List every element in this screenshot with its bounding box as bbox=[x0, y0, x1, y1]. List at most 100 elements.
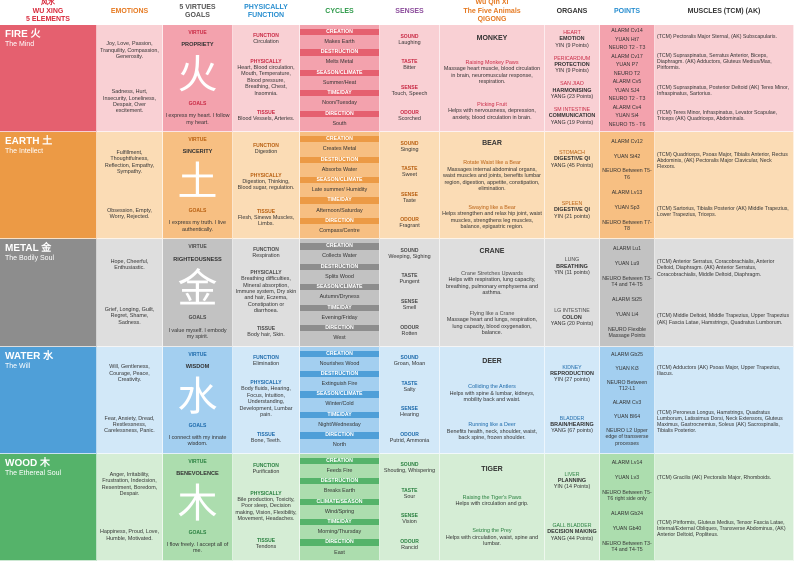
header-text: 5 ELEMENTS bbox=[26, 16, 70, 24]
sense-label: SOUND bbox=[400, 462, 419, 469]
virtue-text: VIRTUE bbox=[188, 137, 207, 144]
element-name: WOOD 木 bbox=[5, 457, 50, 469]
point: NEURO Between T5-T6 bbox=[602, 168, 652, 181]
organ-text: DIGESTIVE QI bbox=[554, 156, 590, 163]
organ: STOMACH DIGESTIVE QI YANG (45 Points) bbox=[547, 150, 597, 169]
point: ALARM Cv14 bbox=[611, 28, 643, 35]
emotion-text: Sadness, Hurt, Insecurity, Loneliness, D… bbox=[103, 89, 156, 115]
organ-text: STOMACH bbox=[559, 150, 585, 157]
function-text: Blood Vessels, Arteries. bbox=[237, 116, 295, 123]
senses-cell: SOUND Groan, Moan TASTE Salty SENSE Hearing OD… bbox=[380, 346, 440, 454]
exercise-text: Massages internal abdominal organs, wais… bbox=[443, 166, 541, 193]
emotion-text: Happiness, Proud, Love, Humble, Motivate… bbox=[99, 529, 160, 542]
sense-item: TASTE Sweet bbox=[382, 166, 437, 178]
muscle-text: (TCM) Middle Deltoid, Middle Trapezius, … bbox=[657, 313, 790, 326]
organ: SM INTESTINE COMMUNICATION YANG (19 Points… bbox=[547, 107, 597, 126]
organ-text: YANG (45 Points) bbox=[550, 162, 594, 169]
function-text: Circulation bbox=[253, 39, 279, 46]
virtue-text: 金 bbox=[177, 266, 218, 313]
sense-text: Singing bbox=[400, 146, 419, 153]
cycle-text: Nourishes Wood bbox=[319, 360, 360, 367]
function-cell: FUNCTION Respiration PHYSICALLY Breathing d… bbox=[233, 239, 300, 347]
virtue-text: GOALS bbox=[188, 529, 207, 536]
point: YUAN Si4 bbox=[615, 113, 639, 120]
virtue-text: GOALS bbox=[188, 208, 207, 215]
point: YUAN P7 bbox=[615, 62, 639, 69]
sense-label: ODOUR bbox=[400, 538, 419, 545]
qigong-exercise: Colliding the Antlers Helps with spine & … bbox=[442, 384, 542, 403]
qigong-exercise: Crane Stretches Upwards Helps with respir… bbox=[442, 271, 542, 297]
cycle-label: TIME/DAY bbox=[300, 411, 379, 419]
sense-text: Salty bbox=[403, 386, 416, 393]
qigong-cell: DEER Colliding the Antlers Helps with spin… bbox=[440, 346, 545, 454]
header-text: Wu Qin Xi bbox=[475, 0, 509, 7]
virtue-text: I express my heart. I follow my heart. bbox=[165, 113, 230, 126]
element-name: METAL 金 bbox=[5, 243, 52, 255]
cycle-label: DESTRUCTION bbox=[300, 49, 379, 56]
organ: LUNG BREATHING YIN (11 points) bbox=[547, 257, 597, 276]
point: ALARM Gb24 bbox=[610, 511, 643, 518]
point: YUAN Ht7 bbox=[615, 36, 639, 43]
element-spirit: The Bodily Soul bbox=[5, 255, 55, 263]
column-header: 5 VIRTUES GOALS bbox=[163, 0, 233, 25]
cycle-text: Collects Water bbox=[322, 253, 357, 260]
cycle-label: SEASON/CLIMATE bbox=[300, 284, 379, 291]
sense-text: Vision bbox=[402, 519, 417, 526]
function-text: Elimination bbox=[252, 361, 280, 368]
cycle-text: Feeds Fire bbox=[326, 467, 353, 474]
point: YUAN St42 bbox=[613, 153, 641, 160]
function-cell: FUNCTION Elimination PHYSICALLY Body fluids… bbox=[233, 346, 300, 454]
virtue-text: VIRTUE bbox=[188, 244, 207, 251]
function-item: TISSUE Tendons bbox=[235, 538, 297, 550]
sense-item: ODOUR Putrid, Ammonia bbox=[382, 432, 437, 444]
cycles-cell: CREATION Makes Earth DESTRUCTION Melts Meta… bbox=[300, 25, 380, 133]
muscle-text: (TCM) Adductors (AK) Psoas Major, Upper … bbox=[657, 364, 781, 378]
function-item: TISSUE Bone, Teeth. bbox=[235, 432, 297, 444]
muscle-text: (TCM) Pectoralis Major Sternal, (AK) Sub… bbox=[657, 33, 777, 40]
sense-label: SENSE bbox=[401, 406, 418, 413]
point: YUAN Bl64 bbox=[613, 414, 641, 421]
point: NEURO Between T3-T4 and T4-T5 bbox=[602, 275, 652, 288]
sense-text: Pungent bbox=[399, 279, 420, 286]
qigong-exercise: Swaying like a Bear Helps strengthen and … bbox=[442, 205, 542, 231]
senses-cell: SOUND Singing TASTE Sweet SENSE Taste ODOUR Fra… bbox=[380, 132, 440, 240]
cycle-label: CREATION bbox=[300, 350, 379, 357]
function-item: FUNCTION Respiration bbox=[235, 247, 297, 259]
cycle-text: Morning/Thursday bbox=[317, 529, 362, 536]
organ-text: YIN (11 points) bbox=[554, 270, 590, 277]
cycle-label: DIRECTION bbox=[300, 432, 379, 439]
element-cell: METAL 金 The Bodily Soul bbox=[0, 239, 97, 347]
column-header: SENSES bbox=[380, 0, 440, 25]
muscle-text: (TCM) Gracilis (AK) Pectoralis Major, Rh… bbox=[657, 475, 772, 482]
muscle-text: (TCM) Anterior Serratus, Coracobrachiali… bbox=[657, 259, 775, 278]
muscles-cell: (TCM) Quadriceps, Psoas Major, Tibialis … bbox=[655, 132, 794, 240]
cycle-label: DESTRUCTION bbox=[300, 156, 379, 163]
header-text: QIGONG bbox=[477, 16, 507, 24]
element-spirit: The Mind bbox=[5, 41, 35, 48]
exercise-text: Benefits health, neck, shoulder, waist, … bbox=[446, 428, 538, 442]
point: YUAN Li4 bbox=[615, 311, 639, 318]
organ: SAN JIAO HARMONISING YANG (23 Points) bbox=[547, 81, 597, 100]
organ: BLADDER BRAIN/HEARING YANG (67 points) bbox=[547, 416, 597, 435]
sense-item: SOUND Weeping, Sighing bbox=[382, 248, 437, 260]
qigong-exercise: Running like a Deer Benefits health, neck… bbox=[442, 422, 542, 441]
point: ALARM Cv3 bbox=[612, 400, 642, 407]
organ-text: GALL BLADDER bbox=[552, 522, 592, 529]
virtue-text: VIRTUE bbox=[188, 30, 207, 37]
virtue-cell: VIRTUE RIGHTEOUSNESS 金 GOALS I value myself.… bbox=[163, 239, 233, 347]
cycle-text: Compass/Centre bbox=[319, 227, 360, 234]
organ-text: YIN (21 points) bbox=[554, 213, 590, 220]
virtue-cell: VIRTUE WISDOM 水 GOALS I connect with my inna… bbox=[163, 346, 233, 454]
function-label: PHYSICALLY bbox=[250, 490, 282, 497]
qigong-animal: MONKEY bbox=[476, 35, 508, 43]
organs-cell: KIDNEY REPRODUCTION YIN (27 points) BLADDER… bbox=[545, 346, 600, 454]
exercise-name: Seizing the Prey bbox=[472, 528, 512, 535]
exercise-text: Helps with spine & lumbar, kidneys, mobi… bbox=[449, 390, 535, 404]
sense-label: SOUND bbox=[400, 33, 419, 40]
emotions-cell: Fulfillment, Thoughtfulness, Reflection,… bbox=[97, 132, 163, 240]
function-text: Digestion, Thinking, Blood sugar, regula… bbox=[237, 178, 295, 192]
muscles-cell: (TCM) Pectoralis Major Sternal, (AK) Sub… bbox=[655, 25, 794, 133]
cycle-label: DESTRUCTION bbox=[300, 263, 379, 270]
element-name: WATER 水 bbox=[5, 350, 54, 362]
virtue-text: VIRTUE bbox=[188, 351, 207, 358]
